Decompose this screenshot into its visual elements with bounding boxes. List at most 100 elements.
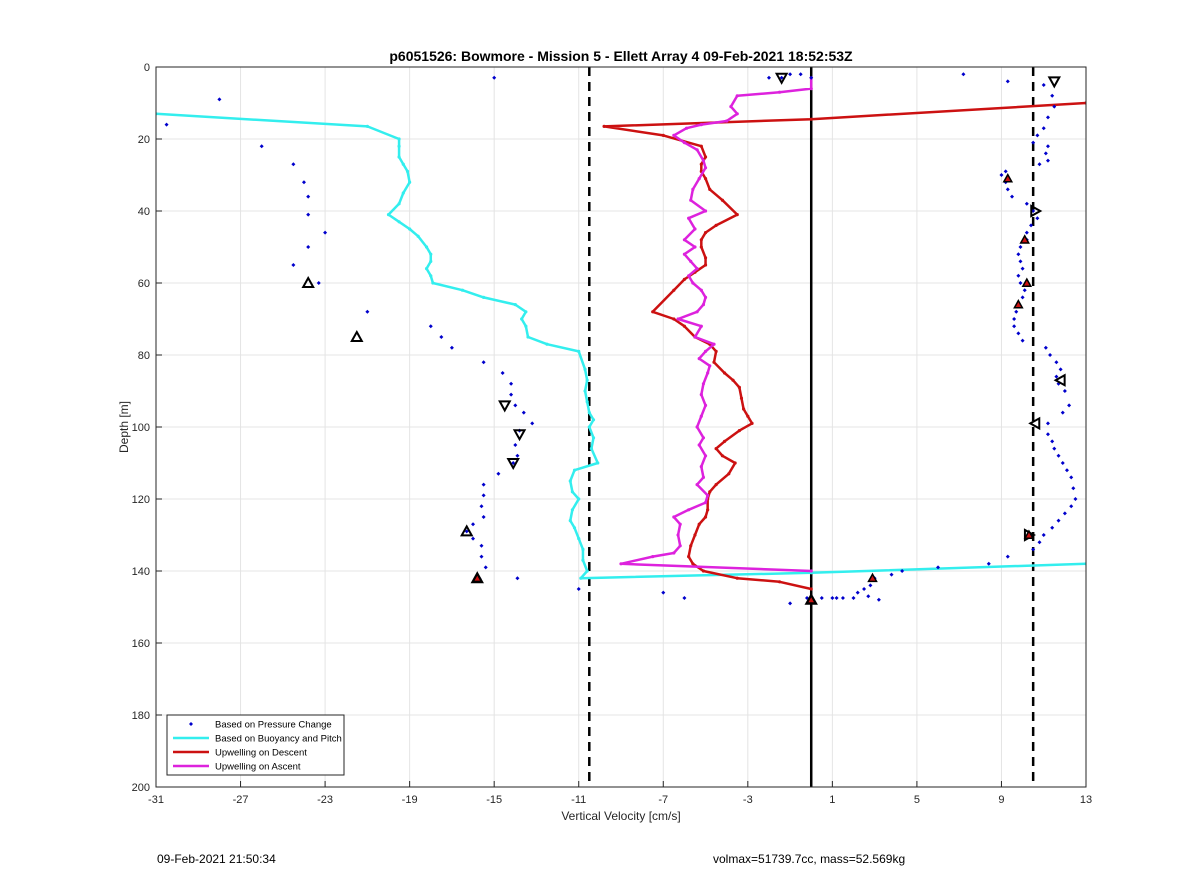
scatter-point xyxy=(217,97,222,102)
scatter-point xyxy=(868,583,873,588)
scatter-point xyxy=(809,75,814,80)
scatter-point xyxy=(1016,273,1021,278)
scatter-point xyxy=(1005,79,1010,84)
scatter-point xyxy=(365,309,370,314)
scatter-point xyxy=(1037,540,1042,545)
scatter-point xyxy=(1031,140,1036,145)
scatter-point xyxy=(306,194,311,199)
scatter-point xyxy=(515,453,520,458)
series-vertex xyxy=(727,472,731,476)
climb-marker xyxy=(1019,234,1030,244)
scatter-point xyxy=(576,587,581,591)
scatter-point xyxy=(862,587,867,591)
scatter-point xyxy=(479,543,484,548)
scatter-point xyxy=(900,569,905,573)
series-vertex xyxy=(365,124,369,128)
scatter-point xyxy=(1031,547,1036,552)
series-upwelling-on-ascent xyxy=(619,76,813,573)
series-vertex xyxy=(585,569,589,573)
series-vertex xyxy=(701,303,706,307)
x-tick-label: -31 xyxy=(148,794,164,806)
scatter-point xyxy=(291,162,296,167)
series-vertex xyxy=(577,497,581,501)
climb-marker xyxy=(471,572,483,583)
legend: Based on Pressure Change Based on Buoyanc… xyxy=(166,714,345,776)
series-upwelling-on-descent xyxy=(602,101,1086,591)
series-vertex xyxy=(687,274,691,278)
scatter-point xyxy=(481,360,486,365)
legend-swatch xyxy=(189,722,193,726)
series-vertex xyxy=(661,133,665,137)
series-vertex xyxy=(691,281,695,285)
scatter-point xyxy=(876,597,881,602)
series-vertex xyxy=(699,245,703,249)
series-vertex xyxy=(697,522,701,526)
series-vertex xyxy=(695,310,699,314)
series-vertex xyxy=(809,587,813,591)
series-vertex xyxy=(672,133,676,137)
series-vertex xyxy=(416,234,420,238)
series-vertex xyxy=(651,555,655,559)
legend-label: Based on Pressure Change xyxy=(215,720,332,731)
series-vertex xyxy=(587,425,591,429)
scatter-point xyxy=(936,565,941,570)
series-vertex xyxy=(672,551,676,555)
series-vertex xyxy=(691,562,695,566)
dive-marker xyxy=(506,458,520,471)
grid-lines xyxy=(155,66,1087,788)
scatter-point xyxy=(961,72,966,77)
series-vertex xyxy=(693,227,697,231)
scatter-point xyxy=(513,403,518,408)
scatter-point xyxy=(496,471,501,476)
scatter-point xyxy=(449,345,454,350)
series-vertex xyxy=(460,288,465,292)
series-vertex xyxy=(424,267,429,271)
series-vertex xyxy=(572,468,577,472)
series-vertex xyxy=(583,367,587,371)
footer-timestamp: 09-Feb-2021 21:50:34 xyxy=(157,852,276,866)
scatter-point xyxy=(483,565,488,570)
series-vertex xyxy=(526,335,530,339)
dive-marker xyxy=(460,524,474,537)
series-vertex xyxy=(678,522,682,526)
scatter-point xyxy=(1018,245,1023,249)
scatter-point xyxy=(1041,83,1046,87)
x-tick-label: -23 xyxy=(317,794,333,806)
series-vertex xyxy=(676,317,680,321)
series-vertex xyxy=(777,580,782,584)
dive-marker xyxy=(350,329,364,342)
scatter-point xyxy=(1024,201,1029,206)
scatter-point xyxy=(492,75,497,80)
scatter-point xyxy=(798,72,803,77)
series-vertex xyxy=(581,558,585,562)
legend-label: Based on Buoyancy and Pitch xyxy=(215,734,342,745)
scatter-point xyxy=(513,443,518,447)
series-vertex xyxy=(429,252,433,256)
scatter-point xyxy=(1054,374,1059,379)
scatter-point xyxy=(661,590,666,595)
series-vertex xyxy=(405,169,410,173)
series-vertex xyxy=(699,414,703,418)
series-vertex xyxy=(682,324,687,328)
series-vertex xyxy=(714,349,718,353)
scatter-point xyxy=(1064,468,1069,473)
scatter-point xyxy=(1069,475,1074,480)
series-vertex xyxy=(689,544,693,548)
scatter-point xyxy=(766,75,771,80)
y-tick-label: 160 xyxy=(132,638,150,650)
series-vertex xyxy=(750,421,754,425)
series-vertex xyxy=(397,220,401,224)
series-vertex xyxy=(568,519,572,523)
series-vertex xyxy=(672,317,676,321)
series-vertex xyxy=(699,238,703,242)
series-vertex xyxy=(408,180,412,184)
series-vertex xyxy=(708,364,712,368)
series-vertex xyxy=(701,436,706,440)
series-vertex xyxy=(735,94,739,98)
scatter-point xyxy=(866,594,871,599)
dive-marker xyxy=(774,72,789,85)
series-vertex xyxy=(714,483,718,487)
y-tick-label: 20 xyxy=(138,134,150,146)
series-vertex xyxy=(699,144,703,148)
series-vertex xyxy=(809,117,813,121)
